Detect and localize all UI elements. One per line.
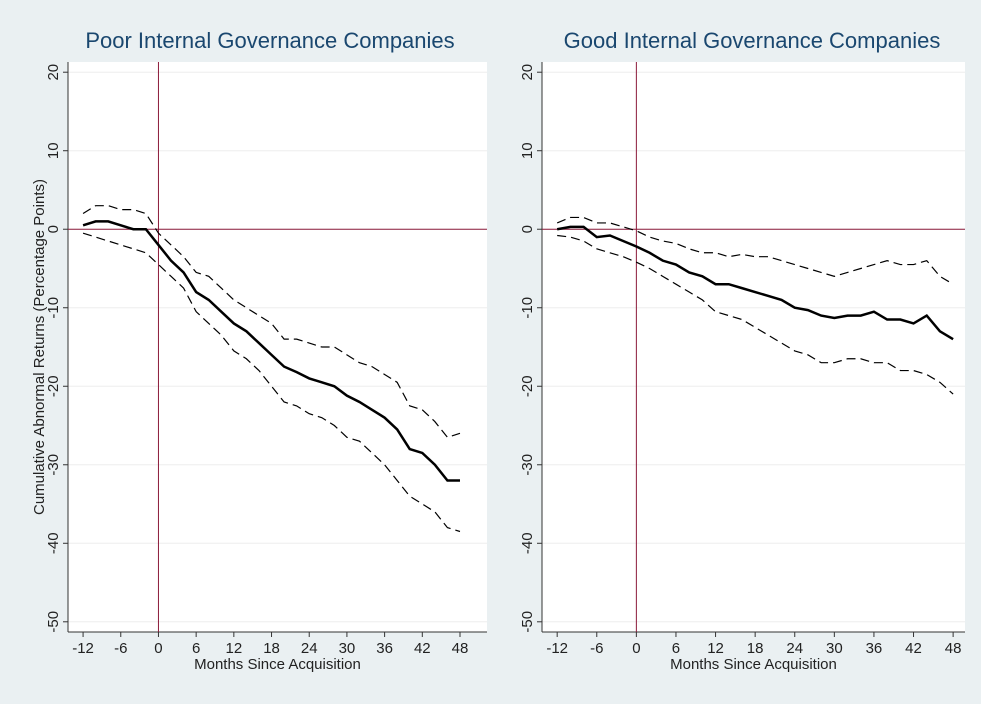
chart-title: Poor Internal Governance Companies xyxy=(85,28,454,53)
x-tick-label: 42 xyxy=(905,640,922,657)
plot-area xyxy=(542,62,965,632)
car-line xyxy=(82,220,460,482)
y-tick-label: -50 xyxy=(519,611,536,633)
y-tick-label: 20 xyxy=(519,64,536,81)
x-tick-label: 36 xyxy=(866,640,883,657)
ci-line xyxy=(556,216,954,285)
x-tick-label: 30 xyxy=(339,640,356,657)
y-tick-label: -30 xyxy=(45,454,62,476)
x-tick-label: 12 xyxy=(707,640,724,657)
x-tick-label: -6 xyxy=(114,640,127,657)
x-tick-label: 0 xyxy=(154,640,162,657)
y-tick-label: -20 xyxy=(45,375,62,397)
x-tick-label: -12 xyxy=(72,640,94,657)
x-axis-title: Months Since Acquisition xyxy=(194,656,361,673)
x-tick-label: 12 xyxy=(225,640,242,657)
x-tick-label: 18 xyxy=(747,640,764,657)
x-tick-label: 18 xyxy=(263,640,280,657)
y-tick-label: -40 xyxy=(519,532,536,554)
x-tick-label: 6 xyxy=(672,640,680,657)
x-tick-label: 30 xyxy=(826,640,843,657)
y-tick-label: -30 xyxy=(519,454,536,476)
y-tick-label: -40 xyxy=(45,532,62,554)
ci-line xyxy=(82,205,461,438)
y-tick-label: -10 xyxy=(45,297,62,319)
y-tick-label: 0 xyxy=(45,225,62,233)
y-tick-label: -20 xyxy=(519,375,536,397)
y-tick-label: -50 xyxy=(45,611,62,633)
x-axis-title: Months Since Acquisition xyxy=(670,656,837,673)
x-tick-label: 0 xyxy=(632,640,640,657)
y-tick-label: 0 xyxy=(519,225,536,233)
x-tick-label: 6 xyxy=(192,640,200,657)
x-tick-label: -12 xyxy=(546,640,568,657)
plot-area xyxy=(68,62,487,632)
y-axis-title: Cumulative Abnormal Returns (Percentage … xyxy=(31,179,48,515)
ci-line xyxy=(82,232,461,533)
x-tick-label: -6 xyxy=(590,640,603,657)
y-tick-label: 20 xyxy=(45,64,62,81)
y-tick-label: 10 xyxy=(519,142,536,159)
car-line xyxy=(556,225,954,341)
y-tick-label: 10 xyxy=(45,142,62,159)
chart-title: Good Internal Governance Companies xyxy=(564,28,941,53)
x-tick-label: 36 xyxy=(376,640,393,657)
x-tick-label: 48 xyxy=(452,640,469,657)
x-tick-label: 24 xyxy=(786,640,803,657)
y-tick-label: -10 xyxy=(519,297,536,319)
x-tick-label: 42 xyxy=(414,640,431,657)
x-tick-label: 48 xyxy=(945,640,962,657)
x-tick-label: 24 xyxy=(301,640,318,657)
